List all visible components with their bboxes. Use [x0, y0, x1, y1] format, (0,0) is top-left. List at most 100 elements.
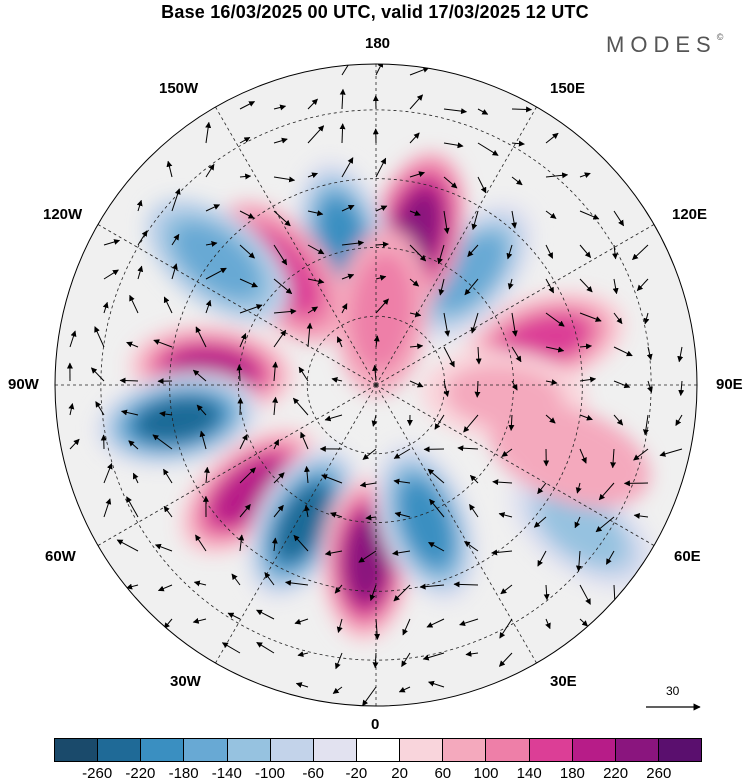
wind-vector	[103, 462, 113, 484]
wind-vector	[428, 541, 445, 552]
wind-vector	[613, 312, 623, 325]
wind-vector	[132, 472, 139, 484]
wind-vector	[537, 482, 547, 495]
wind-vector	[443, 210, 450, 234]
wind-vector	[137, 230, 148, 246]
wind-vector	[339, 123, 346, 144]
wind-vector	[605, 550, 615, 565]
wind-vector	[500, 584, 513, 595]
wind-vector	[469, 474, 479, 484]
wind-vector	[341, 303, 348, 314]
wind-vector	[643, 312, 650, 325]
colorbar-segment	[227, 739, 271, 761]
wind-vector	[429, 498, 445, 518]
colorbar-segment	[400, 739, 444, 761]
wind-vector	[295, 682, 309, 688]
colorbar-tick-label: -180	[168, 765, 199, 782]
wind-vector	[633, 448, 649, 461]
wind-vector	[331, 376, 343, 383]
wind-vector	[285, 579, 309, 586]
wind-vector	[103, 269, 119, 280]
wind-vector	[491, 549, 513, 556]
wind-vector	[545, 312, 565, 327]
wind-vector	[375, 241, 389, 248]
wind-vector	[362, 448, 377, 460]
wind-vector	[307, 172, 318, 179]
wind-vector	[205, 163, 215, 178]
lon-label-0: 0	[371, 716, 380, 733]
wind-vector	[409, 343, 424, 350]
wind-vector	[341, 64, 353, 76]
wind-vector	[304, 465, 310, 484]
wind-vector	[498, 652, 513, 667]
wind-vector	[272, 361, 279, 382]
wind-vector	[171, 263, 178, 280]
wind-vectors	[66, 64, 685, 706]
wind-vector	[492, 479, 513, 486]
wind-vector	[422, 652, 445, 661]
wind-vector	[102, 301, 109, 314]
wind-vector	[437, 244, 445, 265]
wind-vector	[195, 534, 207, 552]
wind-vector	[307, 244, 325, 255]
logo-text: MODES	[606, 32, 717, 57]
wind-vector	[203, 466, 210, 484]
lon-label-120w: 120W	[43, 206, 83, 223]
wind-vector	[273, 137, 288, 144]
wind-vector	[273, 210, 291, 227]
wind-vector	[465, 650, 479, 657]
wind-vector	[475, 346, 482, 365]
modes-logo: MODES©	[606, 32, 723, 58]
wind-vector	[273, 439, 280, 450]
wind-vector	[642, 414, 649, 436]
colorbar-tick-label: 260	[646, 765, 672, 782]
wind-vector	[239, 433, 248, 450]
wind-vector	[239, 304, 263, 314]
wind-vector	[239, 333, 247, 348]
wind-vector	[579, 172, 591, 178]
colorbar-ticks: -260 -220 -180 -140 -100 -60 -20 20 60 100 140 180 2…	[54, 765, 702, 783]
anomaly-field	[94, 152, 657, 643]
wind-vector	[443, 176, 458, 189]
colorbar-segment	[141, 739, 185, 761]
wind-vector	[90, 367, 105, 382]
colorbar-segment	[98, 739, 142, 761]
wind-vector	[511, 346, 522, 363]
colorbar-tick-label: 180	[559, 765, 585, 782]
wind-vector	[334, 584, 343, 594]
wind-vector	[511, 210, 518, 229]
wind-vector	[195, 326, 207, 348]
wind-vector	[375, 157, 387, 178]
wind-vector	[477, 142, 499, 156]
wind-vector	[330, 512, 343, 518]
wind-vector	[332, 686, 343, 694]
wind-vector	[341, 204, 355, 212]
wind-vector	[537, 550, 547, 567]
wind-vector	[271, 537, 278, 552]
anomaly-contour	[538, 493, 627, 566]
wind-vector	[393, 584, 411, 602]
wind-vector	[256, 641, 275, 654]
wind-vector	[443, 380, 450, 397]
wind-vector	[239, 278, 258, 288]
wind-vector	[341, 240, 365, 247]
logo-mark: ©	[716, 32, 724, 42]
wind-vector	[533, 516, 547, 528]
wind-vector	[362, 686, 377, 706]
map-title: Base 16/03/2025 00 UTC, valid 17/03/2025…	[161, 2, 589, 22]
wind-vector	[163, 505, 173, 518]
wind-vector	[611, 244, 618, 260]
wind-vector	[136, 199, 143, 212]
wind-vector	[598, 482, 615, 501]
wind-vector	[675, 414, 683, 427]
anomaly-contour	[345, 516, 388, 602]
wind-vector	[297, 651, 309, 658]
wind-vector	[467, 244, 479, 257]
colorbar-segment	[529, 739, 573, 761]
wind-vector	[508, 414, 515, 431]
wind-vector	[459, 618, 479, 627]
wind-vector	[157, 584, 173, 592]
wind-vector	[545, 379, 558, 386]
wind-vector	[307, 210, 324, 217]
wind-vector	[193, 580, 207, 587]
